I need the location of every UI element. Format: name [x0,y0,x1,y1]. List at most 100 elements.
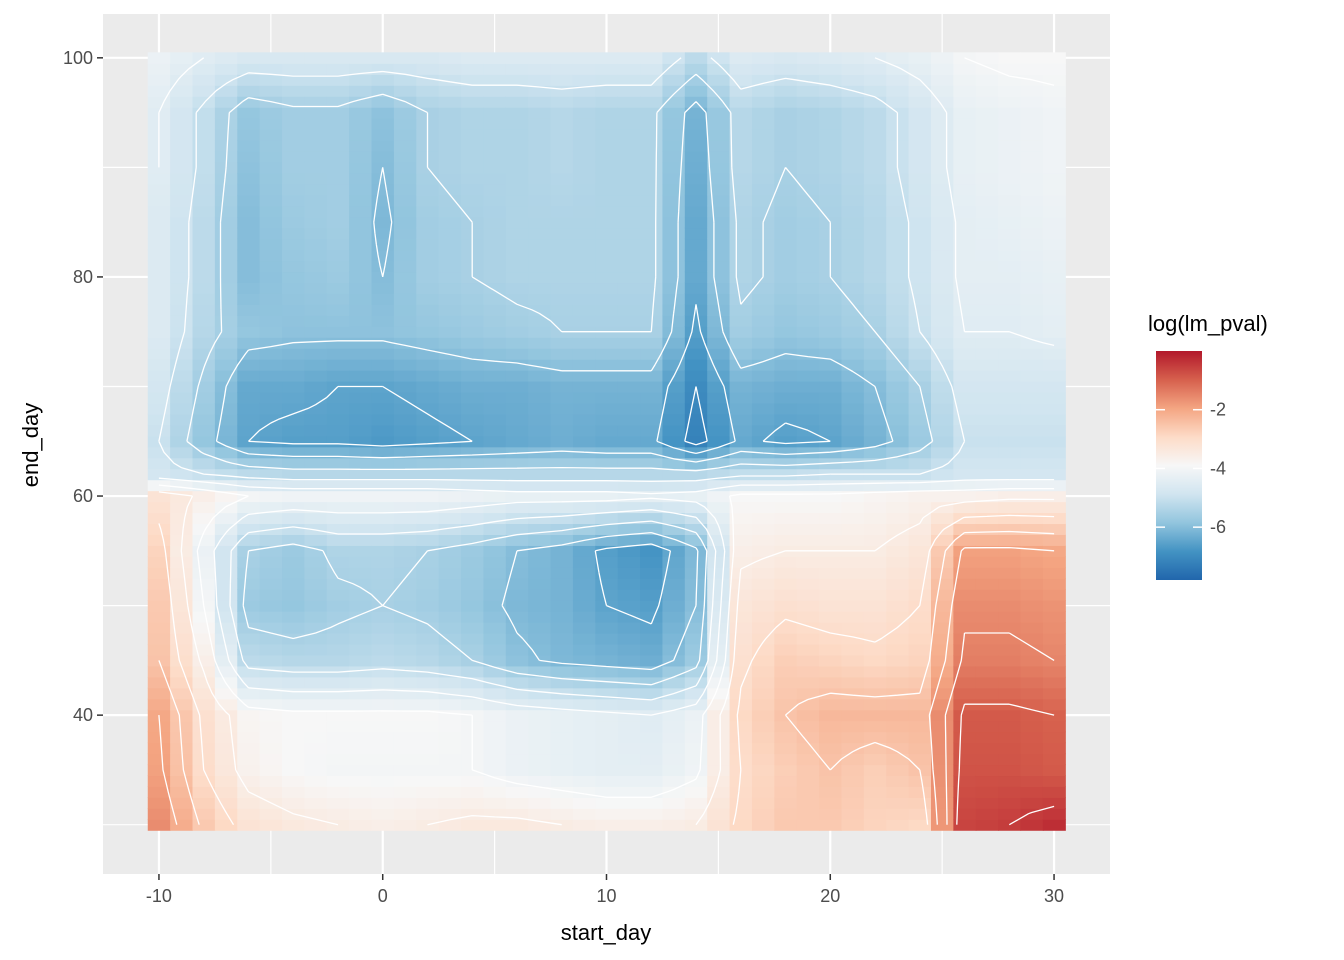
heatmap-cell [975,632,999,645]
heatmap-cell [975,63,999,75]
heatmap-cell [662,260,686,273]
heatmap-cell [349,260,373,273]
heatmap-cell [1042,709,1066,722]
heatmap-cell [304,139,328,152]
heatmap-cell [371,129,395,141]
heatmap-cell [1020,676,1044,689]
heatmap-cell [819,172,843,185]
heatmap-cell [259,304,283,316]
heatmap-cell [349,731,373,744]
heatmap-cell [282,238,305,251]
heatmap-cell [975,709,999,722]
heatmap-cell [170,468,194,481]
heatmap-cell [237,194,261,207]
heatmap-cell [461,74,485,86]
heatmap-cell [304,271,328,284]
heatmap-cell [1020,139,1044,152]
heatmap-cell [147,545,171,557]
heatmap-cell [953,381,977,393]
heatmap-cell [662,457,686,470]
heatmap-cell [572,797,596,809]
heatmap-cell [572,512,596,525]
heatmap-cell [505,413,529,426]
heatmap-cell [282,764,305,777]
heatmap-cell [282,129,305,141]
contour-line [944,632,1055,825]
heatmap-cell [304,720,328,733]
heatmap-cell [863,490,887,503]
heatmap-cell [998,611,1022,623]
heatmap-cell [751,490,775,503]
heatmap-cell [595,775,619,787]
heatmap-cell [259,118,283,130]
heatmap-cell [1020,742,1044,755]
heatmap-cell [1042,337,1066,349]
heatmap-cell [371,216,395,229]
heatmap-cell [863,63,887,75]
heatmap-cell [326,424,350,437]
heatmap-cell [774,797,798,809]
heatmap-cell [237,227,261,240]
heatmap-cell [908,622,932,634]
heatmap-cell [975,216,999,229]
heatmap-cell [1042,446,1066,459]
heatmap-cell [841,107,865,119]
heatmap-cell [416,523,440,535]
heatmap-cell [550,370,574,382]
heatmap-cell [863,643,887,656]
heatmap-cell [863,183,887,196]
heatmap-cell [684,227,708,240]
heatmap-cell [505,63,529,75]
heatmap-cell [528,150,552,163]
heatmap-cell [192,359,216,371]
heatmap-cell [841,52,865,64]
heatmap-cell [1042,391,1066,404]
heatmap-cell [729,52,753,64]
heatmap-cell [640,501,664,514]
heatmap-cell [774,764,798,777]
contour-line [1008,805,1055,826]
heatmap-cell [192,348,216,360]
heatmap-cell [595,501,619,514]
heatmap-cell [147,282,171,294]
heatmap-cell [259,786,283,798]
heatmap-cell [796,764,820,777]
heatmap-cell [528,819,552,831]
heatmap-cell [461,698,485,711]
heatmap-cell [528,687,552,700]
heatmap-cell [214,402,238,415]
heatmap-cell [282,326,305,338]
heatmap-cell [505,381,529,393]
heatmap-cell [841,337,865,349]
heatmap-cell [774,216,798,229]
heatmap-cell [192,435,216,448]
heatmap-cell [371,260,395,273]
heatmap-cell [684,611,708,623]
heatmap-cell [729,523,753,535]
heatmap-cell [572,183,596,196]
heatmap-cell [684,271,708,284]
heatmap-cell [819,797,843,809]
heatmap-cell [729,632,753,645]
heatmap-cell [796,96,820,108]
heatmap-cell [438,600,462,612]
heatmap-cell [483,139,507,152]
heatmap-cell [416,435,440,448]
heatmap-cell [192,687,216,700]
heatmap-cell [147,337,171,349]
heatmap-cell [751,348,775,360]
heatmap-cell [1020,709,1044,722]
heatmap-cell [505,567,529,579]
heatmap-cell [998,731,1022,744]
heatmap-cell [505,556,529,568]
heatmap-cell [438,556,462,568]
heatmap-cell [796,359,820,371]
heatmap-cell [640,249,664,262]
heatmap-cell [930,632,954,645]
heatmap-cell [371,567,395,579]
heatmap-cell [393,260,417,273]
heatmap-cell [684,665,708,678]
heatmap-cell [147,698,171,711]
heatmap-cell [192,107,216,119]
heatmap-cell [505,118,529,130]
